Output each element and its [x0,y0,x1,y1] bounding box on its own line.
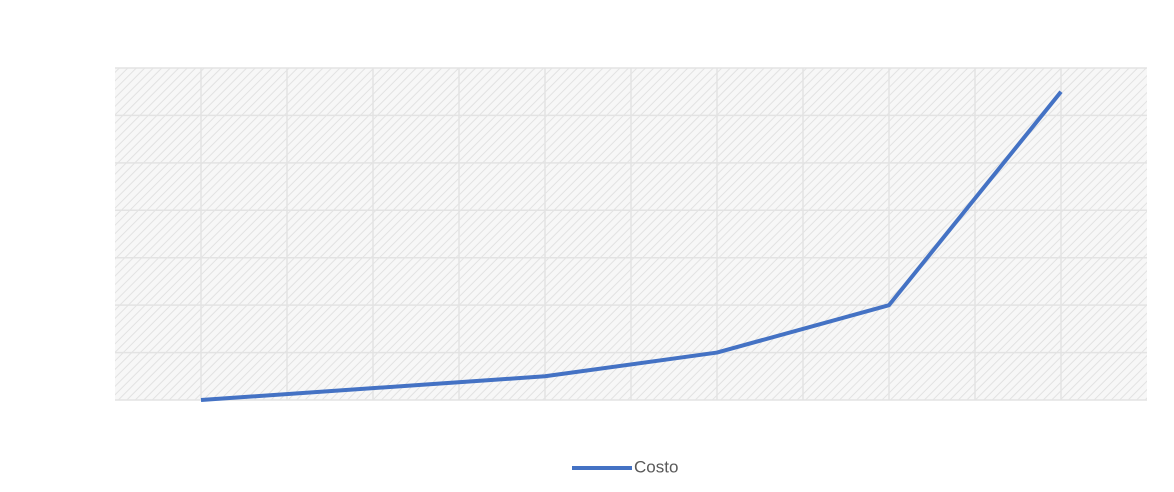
legend-label: Costo [634,457,678,476]
line-series [200,90,1063,402]
